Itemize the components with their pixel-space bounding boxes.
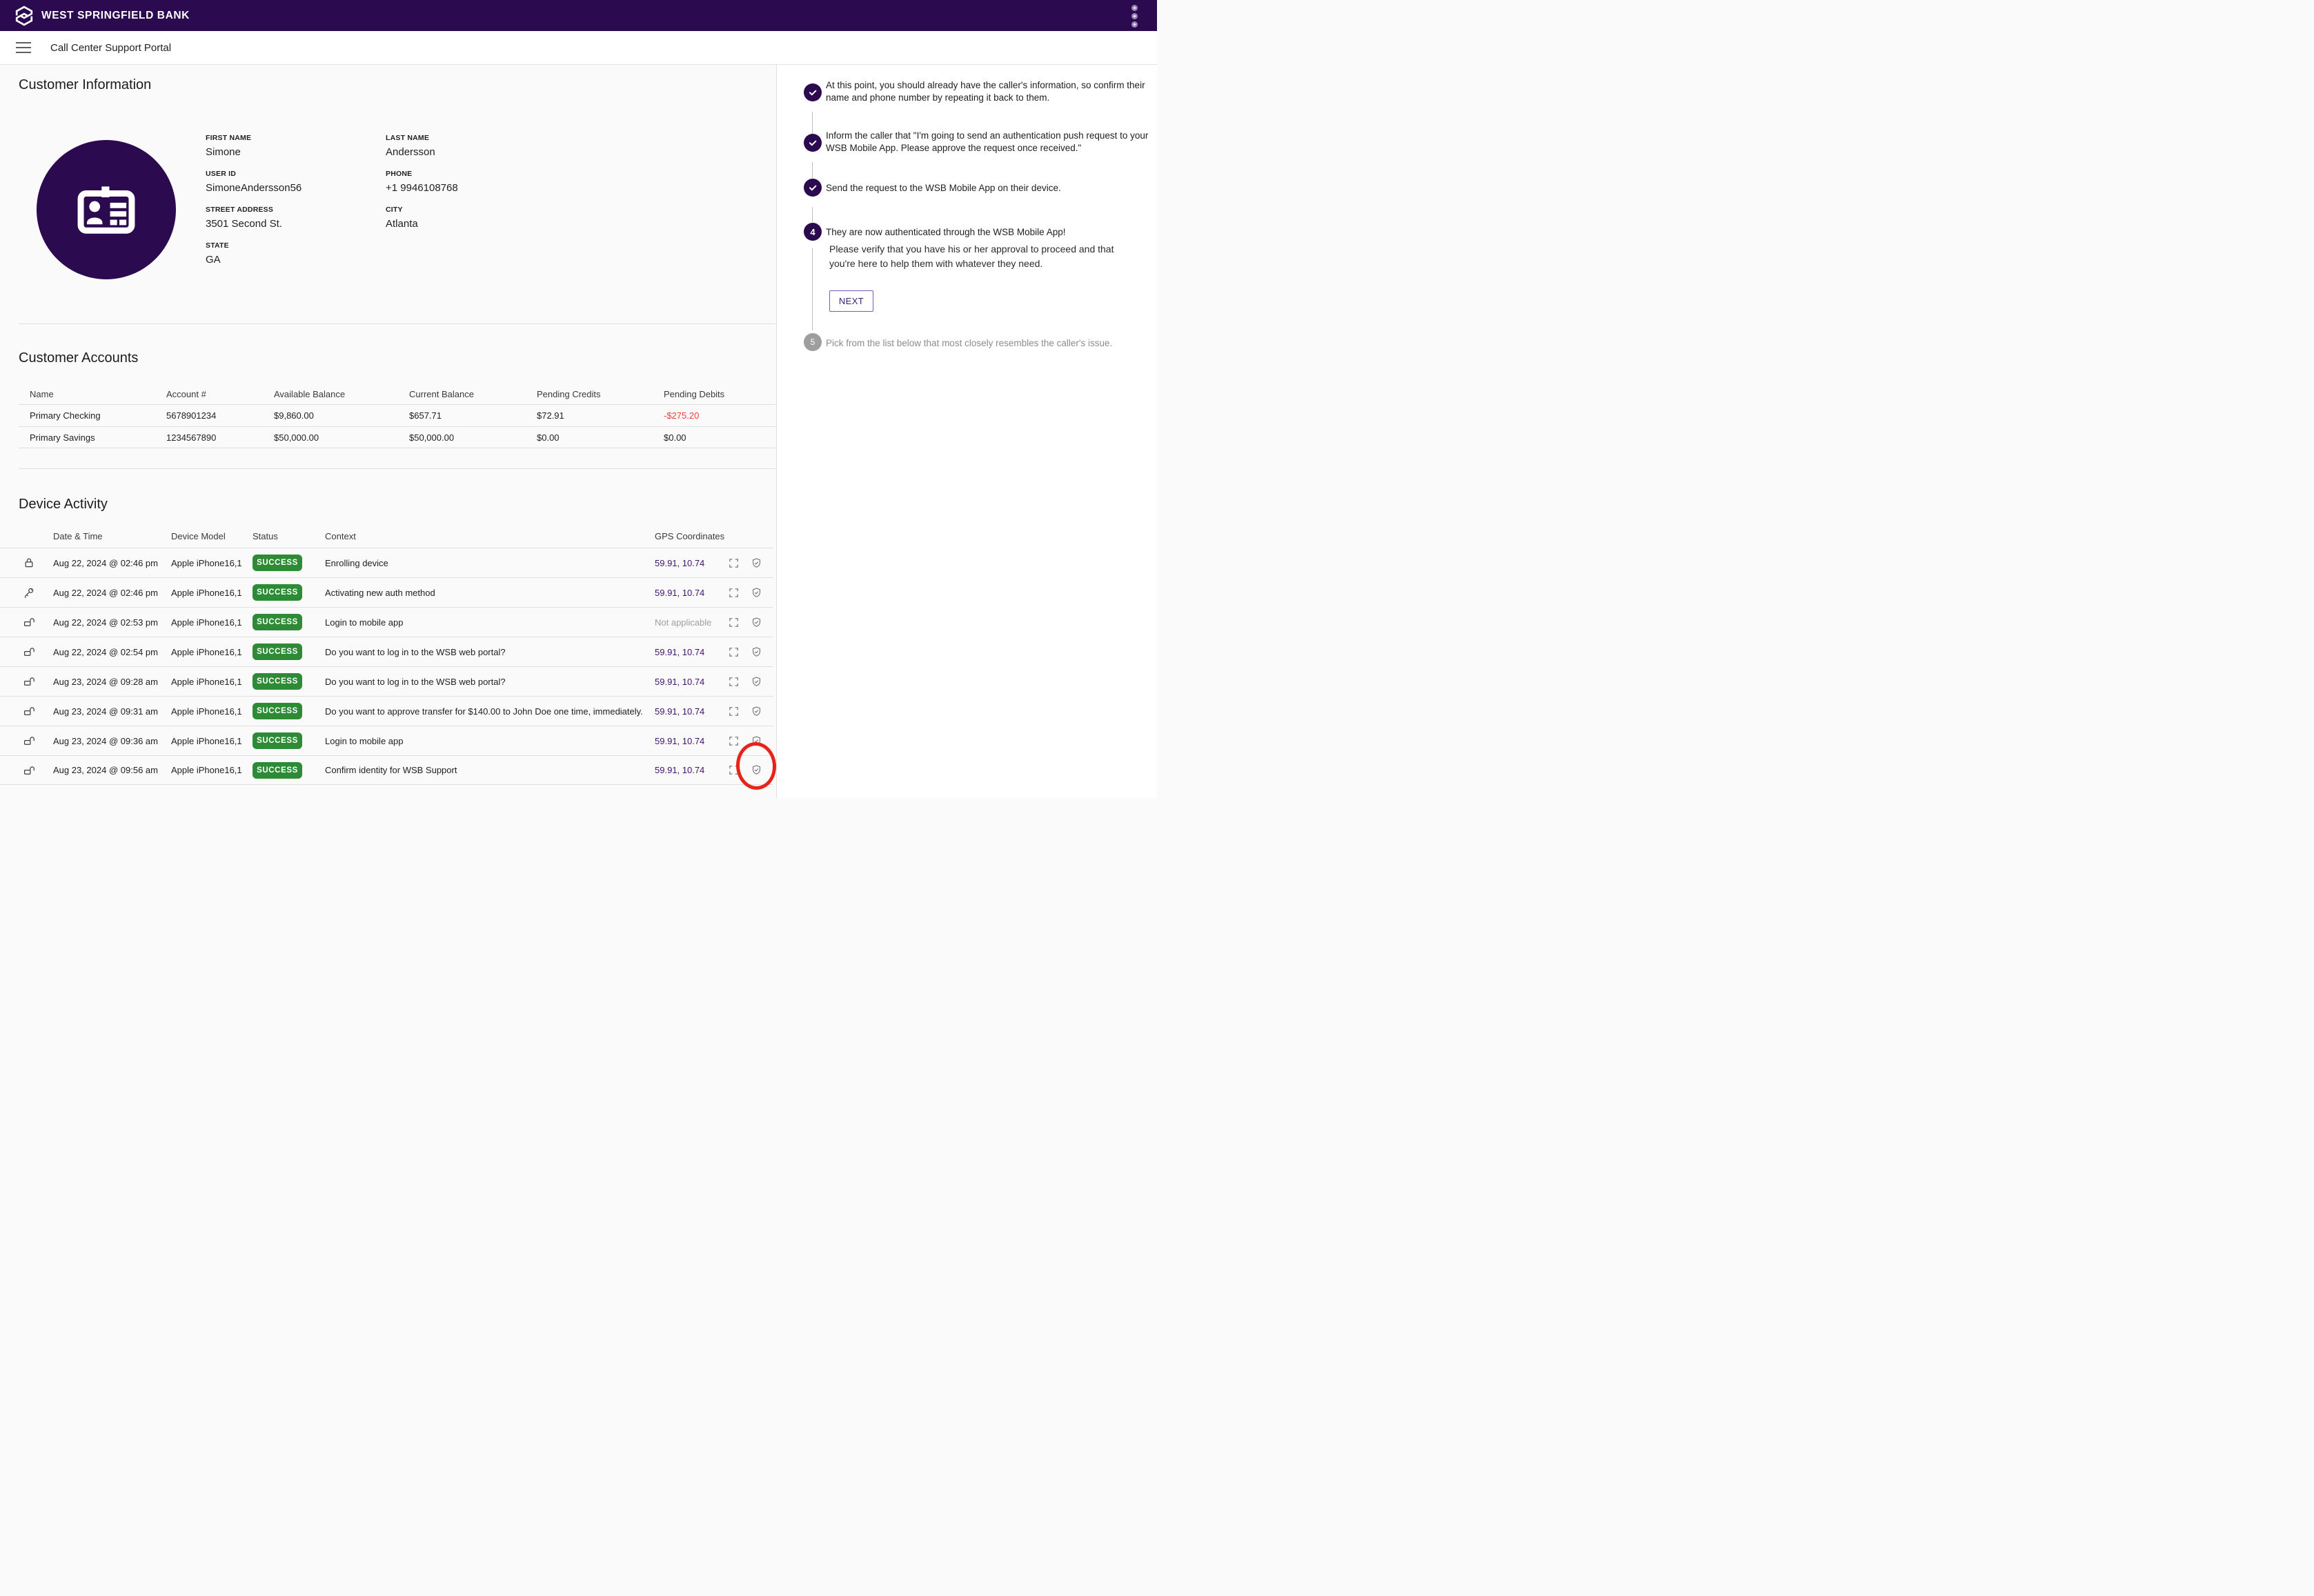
field-state: STATE GA bbox=[206, 241, 229, 266]
check-icon bbox=[808, 138, 818, 148]
verify-shield-icon[interactable] bbox=[751, 676, 762, 688]
account-row-savings: Primary Savings 1234567890 $50,000.00 $5… bbox=[19, 426, 775, 448]
field-phone: PHONE +1 9946108768 bbox=[386, 170, 458, 194]
step-4-instruction: Please verify that you have his or her a… bbox=[829, 243, 1114, 269]
expand-icon[interactable] bbox=[728, 587, 740, 599]
key-icon bbox=[23, 586, 35, 599]
verify-shield-icon[interactable] bbox=[751, 617, 762, 628]
device-activity-row: Aug 22, 2024 @ 02:46 pm Apple iPhone16,1… bbox=[0, 548, 773, 577]
expand-icon[interactable] bbox=[728, 676, 740, 688]
device-activity-row-highlighted: Aug 23, 2024 @ 09:56 am Apple iPhone16,1… bbox=[0, 755, 773, 785]
device-table-header: Date & Time Device Model Status Context … bbox=[53, 530, 725, 541]
expand-icon[interactable] bbox=[728, 617, 740, 628]
field-street-address: STREET ADDRESS 3501 Second St. bbox=[206, 206, 282, 230]
customer-information-heading: Customer Information bbox=[19, 77, 152, 92]
hamburger-menu-icon[interactable] bbox=[16, 42, 31, 53]
device-activity-table: Date & Time Device Model Status Context … bbox=[0, 524, 776, 785]
gps-coordinates-link[interactable]: 59.91, 10.74 bbox=[655, 765, 705, 775]
step-complete-icon bbox=[804, 179, 822, 197]
verify-shield-icon[interactable] bbox=[751, 735, 762, 747]
negative-amount: -$275.20 bbox=[664, 410, 700, 421]
main-content: Customer Information FIRST NAME Simone L… bbox=[0, 65, 778, 798]
verify-shield-icon[interactable] bbox=[751, 764, 762, 776]
device-activity-row: Aug 22, 2024 @ 02:53 pm Apple iPhone16,1… bbox=[0, 607, 773, 637]
app-header: WEST SPRINGFIELD BANK bbox=[0, 0, 1157, 31]
device-activity-row: Aug 23, 2024 @ 09:36 am Apple iPhone16,1… bbox=[0, 726, 773, 755]
device-activity-row: Aug 22, 2024 @ 02:54 pm Apple iPhone16,1… bbox=[0, 637, 773, 666]
step-connector bbox=[812, 207, 813, 222]
step-5-text: Pick from the list below that most close… bbox=[826, 338, 1113, 348]
step-connector bbox=[812, 112, 813, 147]
device-activity-heading: Device Activity bbox=[19, 497, 108, 512]
bank-logo-icon bbox=[15, 6, 33, 26]
step-4-marker: 4 bbox=[804, 223, 822, 241]
step-4-text: They are now authenticated through the W… bbox=[826, 227, 1066, 237]
field-first-name: FIRST NAME Simone bbox=[206, 134, 252, 158]
gps-coordinates-link[interactable]: 59.91, 10.74 bbox=[655, 646, 705, 657]
unlock-icon bbox=[23, 616, 35, 628]
step-complete-icon bbox=[804, 83, 822, 101]
verify-shield-icon[interactable] bbox=[751, 587, 762, 599]
unlock-icon bbox=[23, 764, 35, 777]
expand-icon[interactable] bbox=[728, 764, 740, 776]
gps-coordinates-link[interactable]: 59.91, 10.74 bbox=[655, 557, 705, 568]
gps-coordinates-link[interactable]: 59.91, 10.74 bbox=[655, 706, 705, 717]
field-city: CITY Atlanta bbox=[386, 206, 418, 230]
status-badge: SUCCESS bbox=[253, 644, 302, 660]
expand-icon[interactable] bbox=[728, 706, 740, 717]
avatar bbox=[37, 140, 176, 279]
gps-not-applicable: Not applicable bbox=[655, 617, 712, 628]
verify-shield-icon[interactable] bbox=[751, 557, 762, 569]
verify-shield-icon[interactable] bbox=[751, 706, 762, 717]
step-connector bbox=[812, 248, 813, 330]
check-icon bbox=[808, 183, 818, 192]
unlock-icon bbox=[23, 735, 35, 747]
step-complete-icon bbox=[804, 134, 822, 152]
unlock-icon bbox=[23, 675, 35, 688]
expand-icon[interactable] bbox=[728, 735, 740, 747]
unlock-icon bbox=[23, 646, 35, 658]
call-center-support-portal: { "header": { "brand": "WEST SPRINGFIELD… bbox=[0, 0, 1157, 798]
step-1-text: At this point, you should already have t… bbox=[826, 80, 1145, 103]
status-badge: SUCCESS bbox=[253, 761, 302, 779]
account-row-checking: Primary Checking 5678901234 $9,860.00 $6… bbox=[19, 404, 775, 426]
check-icon bbox=[808, 88, 818, 97]
device-activity-row: Aug 23, 2024 @ 09:31 am Apple iPhone16,1… bbox=[0, 696, 773, 726]
gps-coordinates-link[interactable]: 59.91, 10.74 bbox=[655, 735, 705, 746]
step-3-text: Send the request to the WSB Mobile App o… bbox=[826, 183, 1061, 193]
device-activity-row: Aug 23, 2024 @ 09:28 am Apple iPhone16,1… bbox=[0, 666, 773, 696]
status-badge: SUCCESS bbox=[253, 614, 302, 630]
field-last-name: LAST NAME Andersson bbox=[386, 134, 435, 158]
lock-icon bbox=[23, 557, 35, 569]
step-connector bbox=[812, 162, 813, 178]
expand-icon[interactable] bbox=[728, 646, 740, 658]
next-button[interactable]: NEXT bbox=[829, 290, 873, 312]
verify-shield-icon[interactable] bbox=[751, 646, 762, 658]
accounts-table: Name Account # Available Balance Current… bbox=[19, 383, 775, 448]
section-divider bbox=[19, 323, 775, 324]
brand-name: WEST SPRINGFIELD BANK bbox=[41, 9, 190, 21]
status-badge: SUCCESS bbox=[253, 673, 302, 690]
status-badge: SUCCESS bbox=[253, 555, 302, 571]
status-badge: SUCCESS bbox=[253, 732, 302, 749]
step-5-marker: 5 bbox=[804, 333, 822, 351]
guidance-stepper-panel: At this point, you should already have t… bbox=[776, 65, 1157, 798]
overflow-menu-button[interactable] bbox=[1128, 4, 1140, 28]
page-title: Call Center Support Portal bbox=[50, 41, 172, 54]
step-2-text: Inform the caller that "I'm going to sen… bbox=[826, 130, 1149, 153]
status-badge: SUCCESS bbox=[253, 584, 302, 601]
expand-icon[interactable] bbox=[728, 557, 740, 569]
page-toolbar: Call Center Support Portal bbox=[0, 31, 1157, 65]
id-badge-icon bbox=[77, 186, 135, 234]
customer-accounts-heading: Customer Accounts bbox=[19, 350, 139, 366]
gps-coordinates-link[interactable]: 59.91, 10.74 bbox=[655, 676, 705, 687]
field-user-id: USER ID SimoneAndersson56 bbox=[206, 170, 302, 194]
unlock-icon bbox=[23, 705, 35, 717]
gps-coordinates-link[interactable]: 59.91, 10.74 bbox=[655, 587, 705, 598]
device-activity-row: Aug 22, 2024 @ 02:46 pm Apple iPhone16,1… bbox=[0, 577, 773, 607]
status-badge: SUCCESS bbox=[253, 703, 302, 719]
accounts-table-header: Name Account # Available Balance Current… bbox=[30, 388, 725, 399]
section-divider bbox=[19, 468, 775, 469]
